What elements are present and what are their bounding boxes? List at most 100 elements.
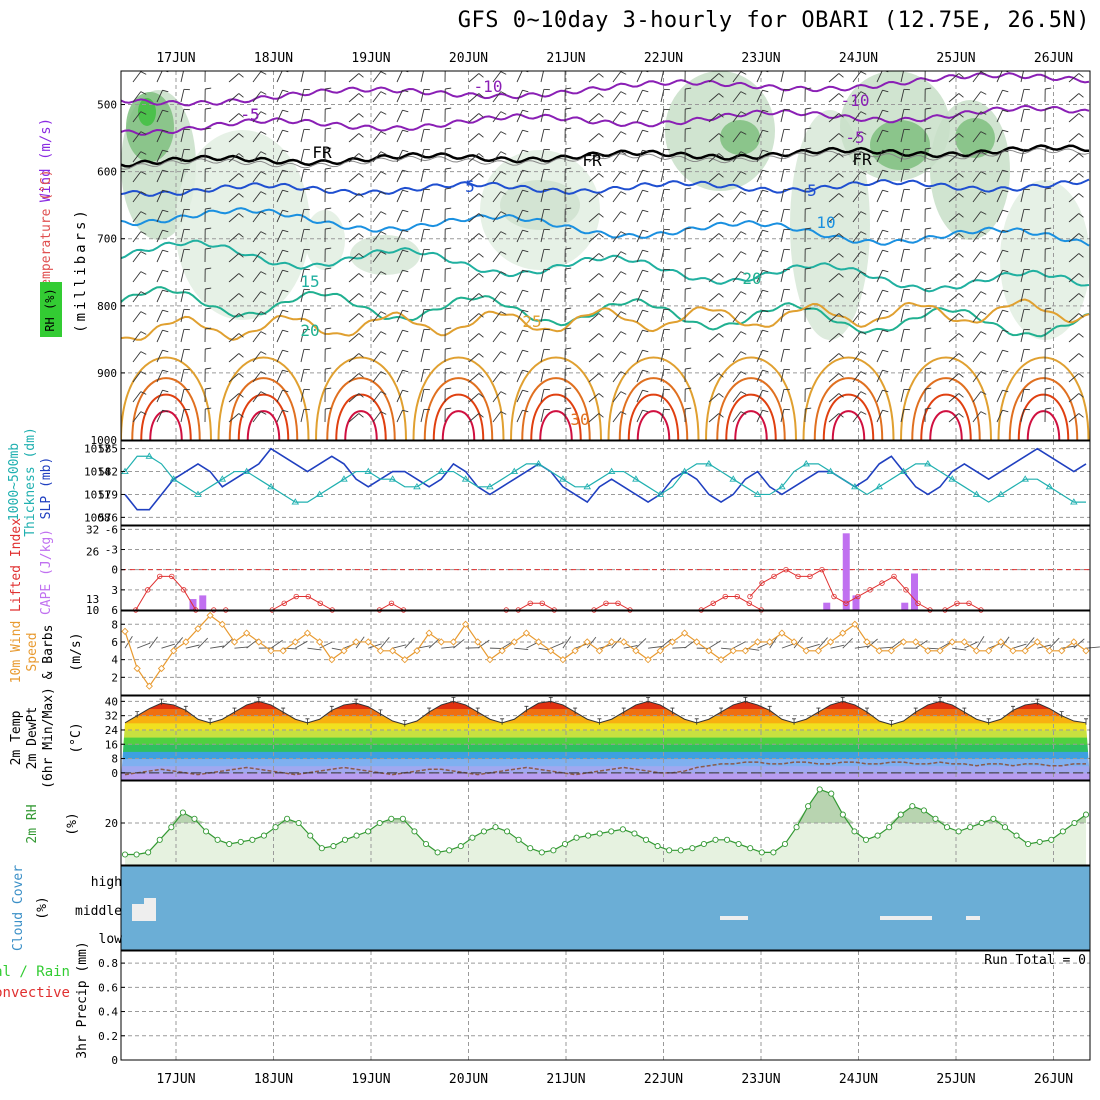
wind-barb <box>828 273 840 283</box>
wind-barb <box>612 331 622 343</box>
wind-barb-flag <box>980 351 987 355</box>
rh-marker <box>1036 838 1043 845</box>
rh-marker <box>330 843 337 850</box>
wind-barb-flag <box>445 87 452 90</box>
wind-barb <box>588 153 600 163</box>
wind-barb <box>636 210 643 223</box>
cloud-patch <box>720 916 748 920</box>
wind-barb <box>876 390 883 403</box>
wind-barb-flag <box>1002 169 1009 173</box>
wind-speed-marker <box>571 647 579 655</box>
contour-surface-temp <box>335 393 387 440</box>
wind-barb <box>612 411 622 423</box>
wind-barb <box>708 313 720 323</box>
wind-speed-marker <box>413 647 421 655</box>
wind-barb-flag <box>925 227 932 230</box>
wind-barb <box>372 291 382 303</box>
wind-barb <box>828 313 840 323</box>
wind-barb <box>1020 289 1025 303</box>
wind-speed-marker <box>887 647 896 655</box>
wind-barb <box>948 233 960 243</box>
wind-barb-flag <box>325 127 332 130</box>
wind-barb <box>588 73 600 83</box>
wind-barb <box>300 149 305 163</box>
wind-speed-marker <box>997 638 1005 646</box>
wind-barb-flag <box>238 133 244 138</box>
surface-wind-barb <box>1061 645 1076 649</box>
wind-barb-flag <box>838 393 844 398</box>
contour-surface-temp <box>716 377 786 440</box>
wind-barb <box>156 410 163 423</box>
wind-barb-flag <box>805 347 812 350</box>
wind-barb <box>180 89 185 103</box>
wind-barb <box>420 409 425 423</box>
contour-20 <box>121 286 1090 338</box>
wind-barb <box>516 310 523 323</box>
wind-barb <box>732 71 742 83</box>
wind-barb-flag <box>958 213 964 218</box>
wind-barb <box>612 211 622 223</box>
wind-barb <box>180 149 185 163</box>
temp-minmax-bar <box>573 707 578 715</box>
wind-barb-flag <box>402 309 409 313</box>
wind-barb-flag <box>642 369 649 373</box>
temp-minmax-bar <box>816 707 821 715</box>
wind-barb <box>420 289 425 303</box>
li-line <box>135 575 197 611</box>
wind-barb-flag <box>565 287 572 290</box>
wind-barb <box>780 269 785 283</box>
wind-barb-flag <box>740 411 747 415</box>
wind-barb <box>252 131 262 143</box>
wind-barb-flag <box>358 113 364 118</box>
surface-wind-barb <box>611 637 622 649</box>
li-marker <box>759 580 765 586</box>
wind-barb-flag <box>1078 113 1084 118</box>
thickness-marker <box>1045 482 1054 490</box>
wind-barb <box>156 390 163 403</box>
wind-barb-flag <box>860 91 867 95</box>
wind-barb <box>1020 109 1025 123</box>
wind-barb <box>468 73 480 83</box>
wind-barb <box>972 351 982 363</box>
rh-marker <box>307 832 314 839</box>
wind-barb-flag <box>620 91 627 95</box>
wind-barb-flag <box>1002 89 1009 93</box>
wind-barb <box>540 209 545 223</box>
wind-barb-flag <box>718 293 724 298</box>
contour-surface-temp <box>539 410 573 440</box>
wind-barb <box>852 191 862 203</box>
wind-barb <box>252 151 262 163</box>
wind-barb <box>348 193 360 203</box>
wind-barb-flag <box>260 211 267 215</box>
wind-barb <box>756 190 763 203</box>
wind-barb-flag <box>805 127 812 130</box>
wind-speed-marker <box>620 638 628 646</box>
wind-barb-flag <box>260 171 267 175</box>
wind-speed-marker <box>401 655 409 664</box>
wind-barb <box>276 150 283 163</box>
wind-barb <box>492 91 502 103</box>
wind-barb-flag <box>522 329 529 333</box>
surface-wind-barb <box>635 638 647 649</box>
wind-barb-flag <box>500 211 507 215</box>
wind-barb-flag <box>882 289 889 293</box>
wind-barb <box>396 410 403 423</box>
y-tick-label: 0 <box>111 1054 118 1067</box>
wind-barb-flag <box>805 107 812 110</box>
surface-wind-barb <box>769 636 778 649</box>
wind-barb <box>900 229 905 243</box>
wind-barb <box>732 371 742 383</box>
contour-surface-temp <box>140 393 192 440</box>
wind-barb <box>348 333 360 343</box>
wind-barb <box>1068 133 1080 143</box>
thickness-marker <box>899 467 908 474</box>
wind-barb-flag <box>1078 373 1084 378</box>
surface-wind-barb <box>1024 637 1035 649</box>
rh-marker <box>1001 824 1009 831</box>
wind-barb <box>420 329 425 343</box>
rh-shading <box>790 110 870 340</box>
wind-barb <box>780 289 785 303</box>
wind-barb-flag <box>445 347 452 350</box>
wind-barb-flag <box>958 153 964 158</box>
